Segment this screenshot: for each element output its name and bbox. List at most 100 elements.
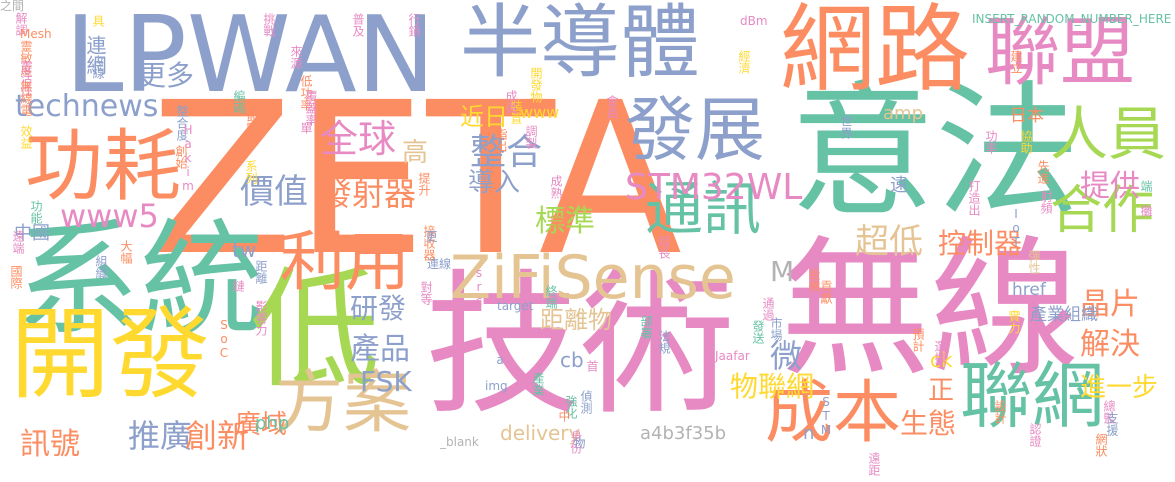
cloud-word: 高: [402, 138, 429, 168]
cloud-word: 連網: [83, 35, 107, 75]
cloud-word: 中: [557, 410, 571, 422]
cloud-word: 提升: [417, 172, 431, 196]
cloud-word: 更多: [138, 59, 195, 92]
cloud-word: 行銷: [407, 13, 421, 37]
cloud-word: cb: [560, 348, 584, 372]
cloud-word: 遠距: [867, 452, 881, 476]
cloud-word: 成員: [504, 90, 518, 114]
cloud-word: 普及: [351, 13, 365, 37]
cloud-word: 身份: [569, 430, 583, 454]
cloud-word: 進一步: [1080, 373, 1159, 403]
cloud-word: 微: [770, 337, 803, 375]
cloud-word: 網狀: [1094, 433, 1108, 457]
cloud-word: SoC: [217, 318, 231, 360]
cloud-word: 端: [1139, 180, 1153, 192]
cloud-word: target: [497, 299, 534, 313]
cloud-word: 功耗: [25, 122, 182, 212]
cloud-word: 部署: [639, 315, 653, 339]
cloud-word: 偵測: [579, 390, 593, 414]
cloud-word: href: [1012, 280, 1046, 300]
cloud-word: 發展: [625, 89, 765, 171]
cloud-word: 射頻: [1039, 190, 1053, 214]
cloud-word: 設備: [807, 268, 821, 292]
cloud-word: _blank: [440, 435, 479, 449]
cloud-word: 成本: [765, 374, 902, 453]
cloud-word: LPWAN: [65, 0, 436, 116]
cloud-word: Jaafar: [715, 349, 750, 363]
cloud-word: 聯盟: [985, 8, 1136, 96]
cloud-word: 遠端: [11, 230, 25, 254]
cloud-word: 意法: [790, 68, 1080, 237]
cloud-word: 物聯網: [730, 370, 815, 403]
cloud-word: 市場: [769, 317, 783, 341]
cloud-word: 通過: [761, 297, 775, 321]
cloud-word: n: [803, 423, 815, 444]
cloud-word: 總監: [1102, 400, 1116, 424]
cloud-word: 會員: [605, 95, 619, 119]
cloud-word: 成熟: [549, 175, 563, 199]
cloud-word: 推廣: [128, 417, 193, 455]
cloud-word: src: [472, 266, 486, 308]
cloud-word: 物: [572, 437, 586, 449]
cloud-word: 建立: [1009, 50, 1023, 74]
cloud-word: 系列: [244, 160, 258, 184]
cloud-word: ZiFiSense: [450, 243, 736, 313]
cloud-word: a4b3f35b: [640, 423, 727, 444]
cloud-word: 距離: [254, 260, 268, 284]
cloud-word: 世界: [839, 115, 853, 139]
cloud-word: 接收器: [422, 225, 436, 261]
cloud-word: 研發: [350, 292, 407, 325]
cloud-word: 方案: [275, 364, 412, 443]
cloud-word: amp: [883, 103, 923, 124]
cloud-word: 正: [928, 376, 955, 406]
cloud-word: 標準: [535, 204, 595, 239]
cloud-word: 鏈: [231, 280, 245, 292]
cloud-word: 功率: [984, 130, 998, 154]
cloud-word: M: [770, 255, 795, 288]
cloud-word: 覆蓋率: [304, 90, 318, 126]
cloud-word: 節點: [245, 110, 259, 134]
cloud-word: 經濟: [737, 50, 751, 74]
cloud-word: 具: [91, 15, 105, 27]
cloud-word: 裝置: [509, 100, 523, 124]
cloud-word: ck: [930, 348, 953, 372]
cloud-word: 低: [250, 254, 381, 406]
cloud-word: 全球: [320, 117, 397, 161]
cloud-word: php: [255, 413, 290, 434]
cloud-word: 遠: [887, 175, 908, 193]
cloud-word: 中國: [14, 223, 50, 244]
cloud-word: 組織: [94, 255, 108, 279]
cloud-word: 訊號: [20, 427, 80, 462]
cloud-word: www: [520, 103, 560, 122]
cloud-word: 協助: [1019, 130, 1033, 154]
cloud-word: STM32WL: [625, 167, 803, 208]
cloud-word: 攤: [1139, 205, 1153, 217]
cloud-word: 彈性: [1027, 250, 1041, 274]
cloud-word: 之間: [0, 0, 25, 13]
cloud-word: 解調: [14, 12, 28, 36]
cloud-word: technews: [15, 89, 159, 124]
cloud-word: 強化: [564, 395, 578, 419]
cloud-word: 半導體: [460, 0, 700, 89]
cloud-word: 調製: [524, 125, 538, 149]
cloud-word: 大幅: [119, 240, 133, 264]
cloud-word: 單: [299, 122, 313, 134]
cloud-word: 開發: [10, 296, 210, 413]
cloud-word: Hakim: [181, 123, 195, 193]
cloud-word: 國際: [9, 265, 23, 289]
cloud-word: 支援: [1105, 412, 1119, 436]
cloud-word: 挑戰: [262, 13, 276, 37]
cloud-word: 產業組織: [1030, 305, 1098, 325]
cloud-word: IoT: [1009, 207, 1023, 249]
cloud-word: 來源: [289, 45, 303, 69]
cloud-word: delivery: [500, 421, 581, 445]
cloud-word: 合作: [1050, 181, 1155, 241]
cloud-word: 首: [585, 360, 599, 372]
cloud-word: 通訊: [645, 175, 762, 243]
cloud-word: 開發物: [529, 67, 543, 103]
cloud-word: 整合度: [175, 105, 189, 141]
cloud-word: 法規: [657, 330, 671, 354]
cloud-word: 人員: [1050, 100, 1167, 168]
cloud-word: 低功率: [299, 75, 313, 111]
cloud-word: 貢獻: [819, 280, 833, 304]
